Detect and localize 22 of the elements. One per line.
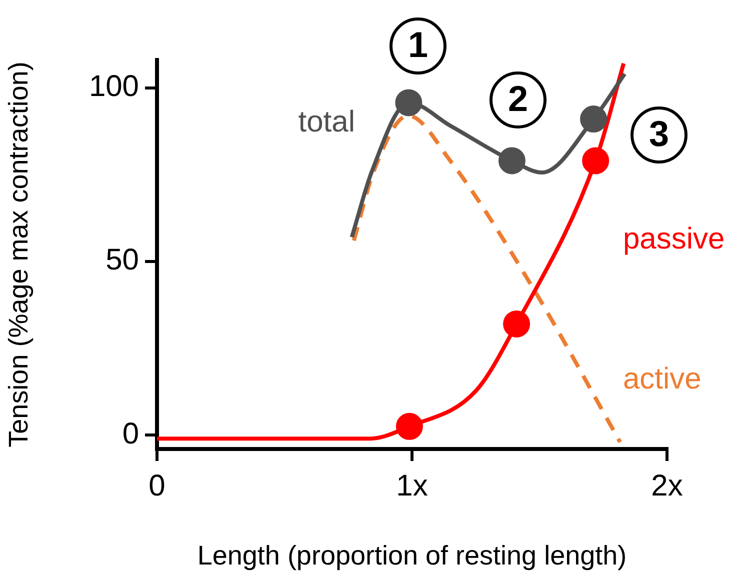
x-tick-label: 0: [148, 469, 166, 502]
annotation: 1: [408, 24, 428, 65]
line-series: [352, 114, 622, 444]
line-series: [157, 61, 626, 441]
series-label: passive: [623, 222, 725, 256]
point: [503, 310, 530, 338]
series-label: total: [298, 105, 355, 138]
x-tick-label: 2x: [651, 469, 683, 502]
annotation: 2: [508, 78, 528, 119]
x-axis-title: Length (proportion of resting length): [197, 540, 627, 570]
series-label: active: [623, 362, 702, 396]
x-tick-label: 1x: [396, 469, 428, 502]
point: [395, 89, 422, 116]
point: [580, 106, 608, 133]
y-tick-label: 100: [88, 70, 139, 104]
annotation: 3: [648, 112, 670, 154]
point: [582, 147, 610, 174]
y-axis-title: Tension (%age max contraction): [4, 62, 34, 448]
point: [498, 147, 526, 174]
y-tick-label: 50: [106, 244, 139, 277]
y-tick-label: 0: [122, 417, 139, 450]
point: [396, 412, 423, 440]
